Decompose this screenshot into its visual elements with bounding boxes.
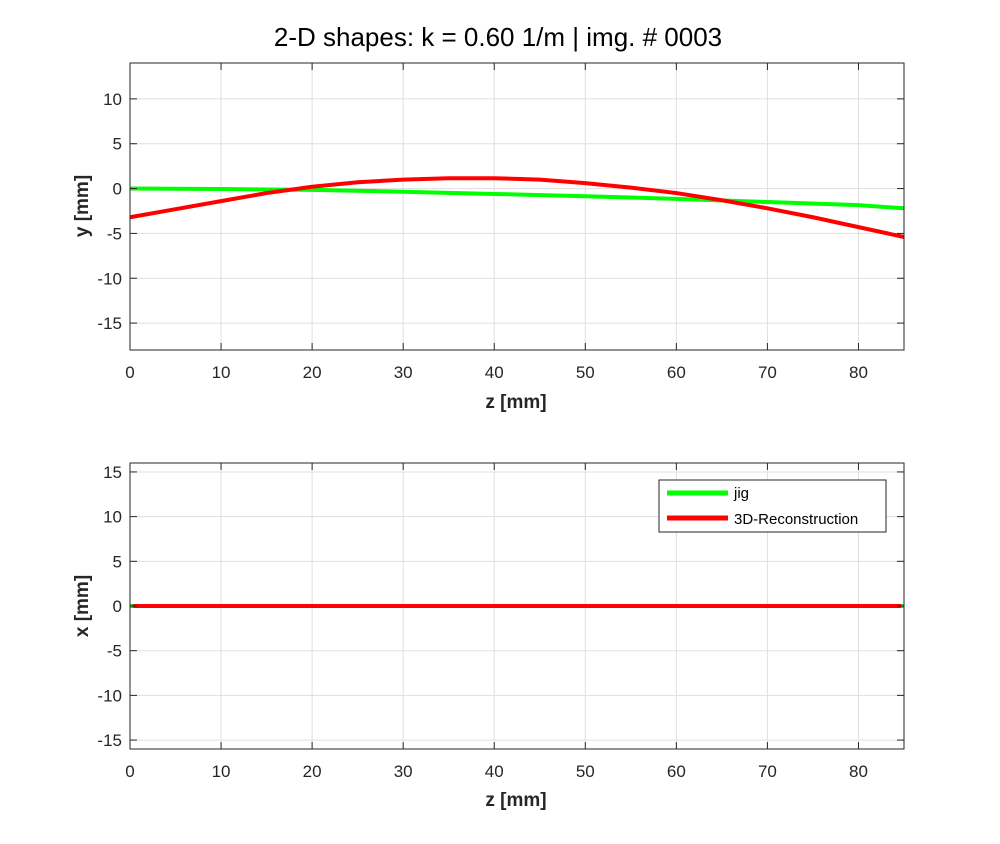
top-y-tick-label-5: 5 [113, 135, 122, 154]
bottom-x-axis-label: z [mm] [485, 790, 546, 811]
bottom-y-axis-label: x [mm] [72, 575, 93, 637]
bottom-x-tick-label-0: 0 [125, 762, 134, 781]
top-x-tick-label-70: 70 [758, 363, 777, 382]
top-series-3d-reconstruction [129, 176, 905, 239]
figure-title: 2-D shapes: k = 0.60 1/m | img. # 0003 [274, 22, 722, 52]
bottom-x-tick-label-40: 40 [485, 762, 504, 781]
top-y-tick-label-10: 10 [103, 90, 122, 109]
top-x-tick-label-80: 80 [849, 363, 868, 382]
top-x-tick-label-20: 20 [303, 363, 322, 382]
top-x-tick-label-30: 30 [394, 363, 413, 382]
bottom-y-tick-label-0: 0 [113, 597, 122, 616]
bottom-y-tick-label-5: 5 [113, 552, 122, 571]
bottom-x-tick-label-30: 30 [394, 762, 413, 781]
top-y-tick-label--5: -5 [107, 224, 122, 243]
top-y-tick-label--15: -15 [97, 314, 122, 333]
top-x-tick-label-40: 40 [485, 363, 504, 382]
top-x-axis-label: z [mm] [485, 392, 546, 413]
bottom-x-tick-label-60: 60 [667, 762, 686, 781]
bottom-x-tick-label-20: 20 [303, 762, 322, 781]
top-y-axis-label: y [mm] [72, 175, 93, 237]
legend-entry-jig: jig [733, 485, 749, 502]
top-plot-area [130, 63, 904, 350]
top-y-tick-label-0: 0 [113, 180, 122, 199]
legend: jig 3D-Reconstruction [658, 479, 887, 533]
top-axes-frame [129, 62, 905, 351]
bottom-x-tick-label-50: 50 [576, 762, 595, 781]
top-axes: 0 10 20 30 40 50 60 70 80 -15 -10 -5 0 5 10 z [mm] y [mm… [72, 62, 905, 413]
top-x-tick-label-50: 50 [576, 363, 595, 382]
top-series-jig [129, 186, 905, 211]
bottom-x-tick-label-80: 80 [849, 762, 868, 781]
top-x-tick-label-60: 60 [667, 363, 686, 382]
top-x-tick-label-0: 0 [125, 363, 134, 382]
bottom-x-tick-label-10: 10 [212, 762, 231, 781]
bottom-y-tick-label-15: 15 [103, 463, 122, 482]
bottom-y-tick-label--5: -5 [107, 642, 122, 661]
legend-box [658, 479, 887, 533]
bottom-y-tick-label-10: 10 [103, 508, 122, 527]
bottom-x-tick-label-70: 70 [758, 762, 777, 781]
bottom-y-tick-label--10: -10 [97, 686, 122, 705]
legend-entry-3d-reconstruction: 3D-Reconstruction [734, 511, 858, 528]
bottom-y-tick-label--15: -15 [97, 731, 122, 750]
top-y-tick-label--10: -10 [97, 269, 122, 288]
top-x-tick-label-10: 10 [212, 363, 231, 382]
